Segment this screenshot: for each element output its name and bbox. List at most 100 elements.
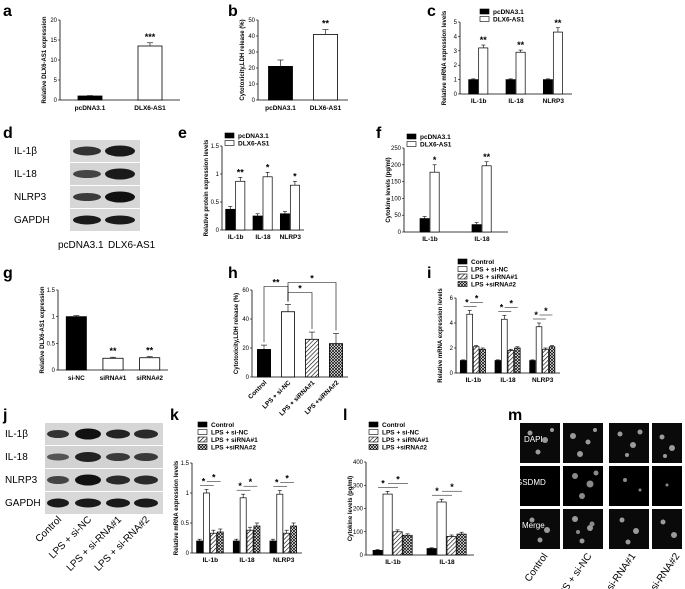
blot-d-lane-label: DLX6-AS1 [108, 240, 156, 251]
x-tick-label: NLRP3 [543, 98, 565, 105]
significance-label: * [475, 294, 479, 304]
bar [328, 343, 343, 378]
y-tick-label: 0 [360, 553, 364, 559]
blot-d-row-label: NLRP3 [14, 192, 47, 203]
bar [280, 311, 295, 378]
legend-label: LPS + si-NC [211, 430, 248, 437]
bar [262, 176, 273, 231]
panel-letter-f: f [376, 125, 382, 142]
blot-j-row-label: GAPDH [5, 498, 41, 509]
x-tick-label: si-NC [68, 375, 85, 382]
x-tick-label: IL-18 [439, 559, 455, 566]
y-tick-label: 0.5 [211, 200, 220, 206]
chart-i: 0 2 4 6 Relative mRNA expression levels * * IL-… [438, 258, 560, 384]
x-tick-label: DLX6-AS1 [134, 105, 166, 112]
bar [501, 318, 508, 374]
if-row-label: GSDMD [516, 478, 546, 487]
significance-label: ** [146, 346, 154, 356]
x-tick-label: IL-1b [385, 559, 401, 566]
bar [436, 501, 447, 556]
legend-swatch [457, 273, 468, 280]
y-tick-label: 250 [391, 146, 402, 152]
legend-label: LPS + siRNA#1 [471, 274, 518, 281]
y-axis-title: Relative mRNA expression levels [174, 460, 180, 555]
y-tick-label: 40 [248, 34, 255, 40]
legend-swatch [368, 436, 379, 443]
bar [372, 549, 383, 556]
y-tick-label: 5 [454, 20, 458, 26]
significance-label: * [266, 162, 270, 172]
legend-swatch [406, 141, 417, 147]
y-tick-label: 10 [248, 82, 255, 88]
y-axis-title: Relative DLX6-AS1 expression [42, 16, 48, 103]
bar [102, 357, 124, 371]
bar [253, 525, 261, 554]
x-tick-label: pcDNA3.1 [75, 105, 106, 112]
significance-label: * [381, 478, 385, 488]
legend-label: Control [211, 422, 234, 429]
x-tick-label: NLRP3 [280, 234, 302, 241]
y-tick-label: 1 [186, 491, 190, 497]
legend-swatch [197, 436, 208, 443]
significance-label: * [293, 171, 297, 181]
x-tick-label: IL-18 [500, 377, 516, 384]
y-tick-label: 1.5 [211, 144, 220, 150]
x-tick-label: Control [247, 379, 268, 400]
legend-label: LPS +siRNA#2 [211, 445, 256, 452]
bar [505, 79, 516, 95]
y-tick-label: 0 [450, 371, 454, 377]
bar [535, 326, 543, 374]
bar [269, 540, 277, 554]
blot-j-row-label: NLRP3 [5, 475, 38, 486]
x-tick-label: NLRP3 [532, 377, 554, 384]
y-tick-label: 50 [394, 213, 401, 219]
x-tick-label: IL-1b [422, 236, 438, 243]
legend-swatch [479, 16, 490, 22]
y-axis-title: Relative DLX6-AS1 expression [40, 286, 46, 373]
y-tick-label: 15 [50, 38, 57, 44]
y-tick-label: 0 [252, 98, 256, 104]
x-tick-label: pcDNA3.1 [265, 105, 296, 112]
bar [419, 218, 430, 233]
y-axis-title: Cytotoxicity,LDH release (%) [240, 19, 246, 100]
bar [139, 357, 161, 371]
bar [426, 548, 437, 556]
y-tick-label: 2 [454, 63, 458, 69]
bar [252, 215, 263, 231]
legend-swatch [368, 444, 379, 450]
significance-label: * [396, 474, 400, 484]
bar [459, 360, 467, 374]
x-tick-label: NLRP3 [273, 557, 295, 564]
if-col-label: Control [523, 551, 551, 584]
legend-swatch [224, 140, 235, 146]
bar [471, 224, 482, 233]
y-tick-label: 100 [353, 530, 364, 536]
legend-label: pcDNA3.1 [493, 9, 524, 16]
if-col-label: LPS + si-RNA#1 [588, 551, 639, 589]
significance-label: * [275, 478, 279, 488]
significance-label: * [202, 476, 206, 486]
legend-label: LPS + si-NC [382, 430, 419, 437]
bar [402, 534, 413, 556]
legend-swatch [197, 444, 208, 450]
chart-c: 0 1 2 3 4 5 Relative mRNA expression levels ** I… [442, 8, 572, 105]
panel-letter-i: i [427, 265, 431, 282]
bar [225, 208, 236, 231]
bar [279, 213, 290, 231]
y-tick-label: 10 [50, 58, 57, 64]
significance-label: ** [237, 167, 245, 177]
significance-label: * [249, 477, 253, 487]
panel-letter-j: j [2, 407, 7, 424]
y-tick-label: 0 [246, 375, 250, 381]
bar [466, 313, 473, 374]
y-tick-label: 4 [454, 34, 458, 40]
bar [514, 347, 521, 374]
bar [481, 165, 492, 233]
legend-label: pcDNA3.1 [420, 134, 451, 141]
bar [529, 360, 536, 374]
